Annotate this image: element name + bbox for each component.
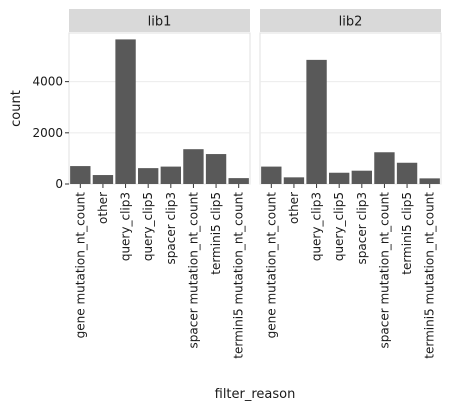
x-tick-label: gene mutation_nt_count <box>73 192 87 339</box>
bar <box>374 152 395 184</box>
bar <box>329 172 350 184</box>
x-tick-label: termini5 clip5 <box>400 192 414 275</box>
facet-strip <box>69 9 250 32</box>
bar <box>92 175 114 184</box>
x-tick-label: spacer clip3 <box>355 192 369 264</box>
bar <box>160 166 181 184</box>
bar <box>396 162 418 184</box>
x-tick-label: query_clip3 <box>119 192 133 261</box>
y-tick-label: 0 <box>55 177 63 191</box>
facet-strip-label: lib2 <box>339 15 363 30</box>
panel-background <box>259 32 442 185</box>
bar <box>306 59 327 185</box>
bar <box>183 149 204 184</box>
facet-strip-label: lib1 <box>148 15 172 30</box>
x-tick-label: query_clip3 <box>310 192 324 261</box>
x-tick-label: spacer mutation_nt_count <box>186 192 200 349</box>
bar <box>228 178 249 184</box>
facet-strip <box>260 9 441 32</box>
y-axis-title: count <box>9 90 24 127</box>
x-tick-label: gene mutation_nt_count <box>264 192 278 339</box>
bar <box>419 178 440 184</box>
y-tick-label: 4000 <box>32 75 63 89</box>
x-tick-label: query_clip5 <box>141 192 155 261</box>
x-tick-label: termini5 mutation_nt_count <box>423 192 437 359</box>
bar <box>115 39 136 185</box>
bar <box>138 168 159 184</box>
x-axis-title: filter_reason <box>215 387 296 402</box>
x-tick-label: other <box>287 192 301 224</box>
bar <box>205 154 227 184</box>
x-tick-label: spacer clip3 <box>164 192 178 264</box>
x-tick-label: spacer mutation_nt_count <box>377 192 391 349</box>
x-tick-label: termini5 mutation_nt_count <box>232 192 246 359</box>
bar <box>70 166 91 184</box>
x-tick-label: termini5 clip5 <box>209 192 223 275</box>
x-tick-label: other <box>96 192 110 224</box>
bar <box>261 166 282 184</box>
bar <box>283 177 305 184</box>
y-tick-label: 2000 <box>32 126 63 140</box>
x-tick-label: query_clip5 <box>332 192 346 261</box>
bar <box>351 170 372 184</box>
